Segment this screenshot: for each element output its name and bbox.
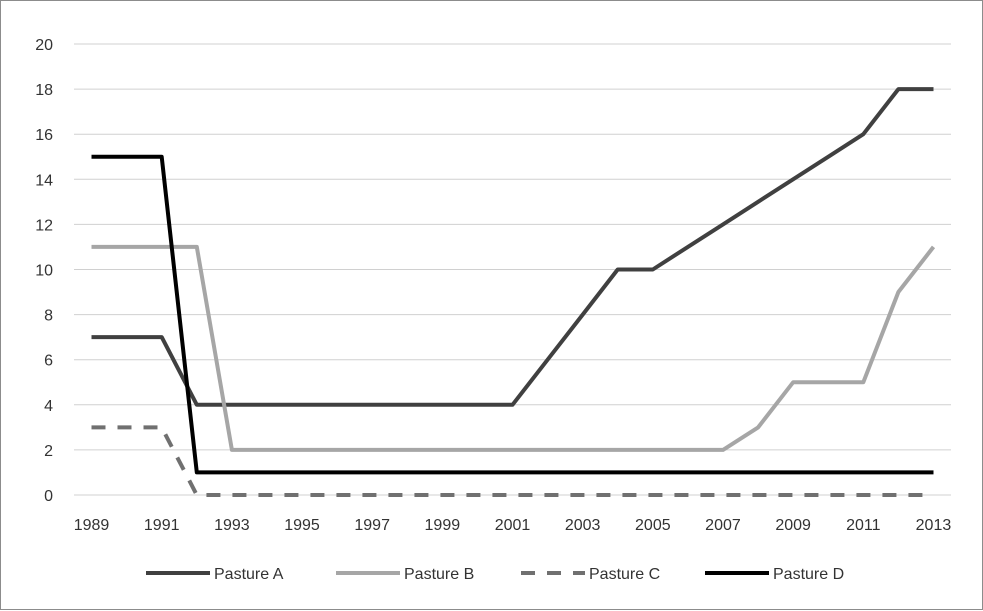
x-tick-label: 2011: [846, 517, 881, 534]
x-tick-label: 2005: [635, 517, 671, 534]
x-tick-label: 1991: [144, 517, 180, 534]
series-lines: [91, 87, 936, 497]
legend-label: Pasture C: [589, 566, 660, 583]
x-tick-label: 1999: [425, 517, 461, 534]
y-tick-label: 12: [35, 217, 53, 234]
y-tick-label: 4: [44, 398, 53, 415]
series-line-pasture-d: [91, 154, 934, 475]
x-tick-label: 2013: [916, 517, 952, 534]
legend: Pasture A Pasture B Pasture C Pasture D: [146, 566, 844, 583]
gridlines: [74, 43, 951, 496]
legend-label: Pasture A: [214, 566, 284, 583]
series-line-pasture-c: [91, 425, 934, 497]
legend-label: Pasture B: [404, 566, 474, 583]
x-tick-label: 2007: [705, 517, 741, 534]
x-tick-label: 1995: [284, 517, 320, 534]
x-tick-label: 1997: [354, 517, 390, 534]
x-tick-label: 2009: [775, 517, 811, 534]
x-tick-label: 1993: [214, 517, 250, 534]
y-tick-label: 2: [44, 443, 53, 460]
x-tick-label: 2001: [495, 517, 531, 534]
y-tick-label: 14: [35, 172, 53, 189]
legend-label: Pasture D: [773, 566, 844, 583]
y-tick-label: 16: [35, 127, 53, 144]
x-axis-ticks: 1989 1991 1993 1995 1997 1999 2001 2003 2005 2007…: [74, 517, 952, 534]
y-tick-label: 18: [35, 82, 53, 99]
y-tick-label: 0: [44, 488, 53, 505]
series-line-pasture-a: [91, 87, 934, 407]
x-tick-label: 1989: [74, 517, 110, 534]
y-tick-label: 8: [44, 308, 53, 325]
y-tick-label: 6: [44, 353, 53, 370]
y-tick-label: 10: [35, 263, 53, 280]
x-tick-label: 2003: [565, 517, 601, 534]
y-axis-ticks: 0 2 4 6 8 10 12 14 16 18 20: [35, 37, 53, 505]
y-tick-label: 20: [35, 37, 53, 54]
series-line-pasture-b: [91, 244, 936, 452]
